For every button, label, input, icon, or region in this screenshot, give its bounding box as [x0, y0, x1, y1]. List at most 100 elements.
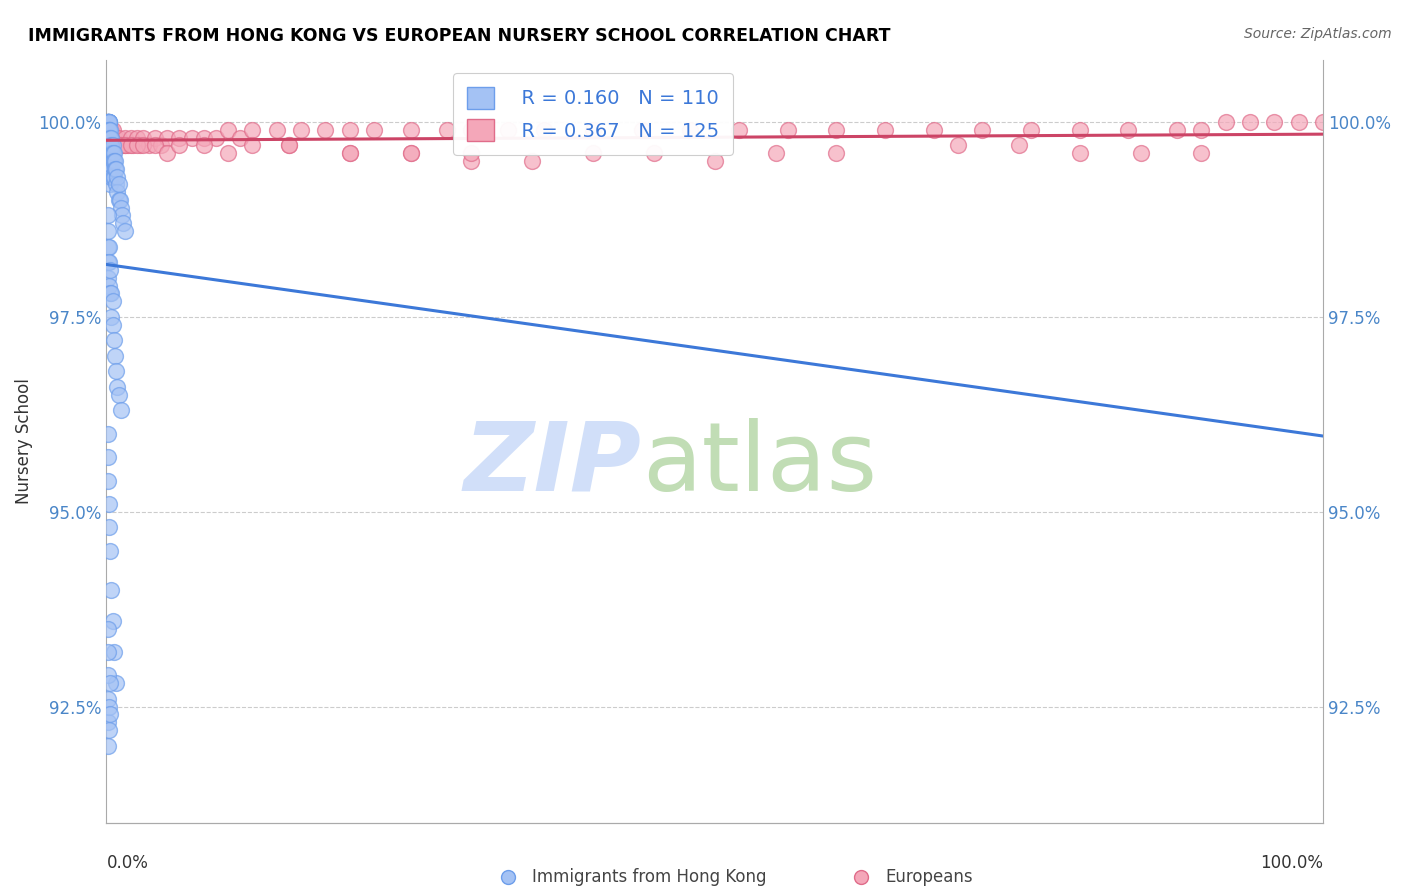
Point — [277, 138, 299, 153]
Point — [101, 614, 124, 628]
Point — [110, 138, 132, 153]
Point — [98, 178, 121, 192]
Point — [114, 138, 136, 153]
Point — [97, 115, 120, 129]
Point — [97, 122, 120, 136]
Point — [100, 169, 122, 184]
Point — [97, 209, 120, 223]
Point — [110, 403, 132, 417]
Point — [98, 122, 121, 136]
Point — [100, 130, 122, 145]
Point — [97, 240, 120, 254]
Point — [169, 138, 191, 153]
Point — [97, 138, 120, 153]
Point — [120, 138, 142, 153]
Point — [98, 122, 121, 136]
Point — [98, 130, 121, 145]
Point — [117, 138, 139, 153]
Point — [125, 130, 148, 145]
Point — [97, 122, 120, 136]
Y-axis label: Nursery School: Nursery School — [15, 378, 32, 505]
Point — [522, 153, 544, 168]
Point — [97, 699, 120, 714]
Point — [266, 122, 288, 136]
Point — [1191, 146, 1213, 161]
Point — [242, 122, 264, 136]
Point — [1312, 115, 1334, 129]
Point — [114, 138, 136, 153]
Text: Immigrants from Hong Kong: Immigrants from Hong Kong — [533, 868, 766, 886]
Point — [643, 146, 665, 161]
Point — [97, 224, 120, 238]
Point — [97, 115, 120, 129]
Point — [107, 388, 129, 402]
Point — [100, 138, 122, 153]
Point — [460, 122, 482, 136]
Point — [436, 122, 458, 136]
Point — [105, 138, 128, 153]
Point — [107, 138, 129, 153]
Point — [1166, 122, 1188, 136]
Point — [679, 122, 702, 136]
Point — [100, 286, 122, 301]
Point — [1239, 115, 1261, 129]
Point — [97, 138, 120, 153]
Point — [101, 169, 124, 184]
Point — [138, 138, 160, 153]
Point — [105, 185, 128, 199]
Point — [97, 115, 120, 129]
Point — [108, 193, 131, 207]
Point — [776, 122, 799, 136]
Point — [97, 115, 120, 129]
Point — [582, 146, 605, 161]
Point — [290, 122, 312, 136]
Point — [363, 122, 385, 136]
Point — [205, 130, 228, 145]
Point — [193, 130, 215, 145]
Point — [922, 122, 945, 136]
Point — [97, 122, 120, 136]
Point — [97, 715, 120, 730]
Point — [101, 130, 124, 145]
Point — [1069, 122, 1091, 136]
Point — [97, 130, 120, 145]
Point — [533, 122, 555, 136]
Point — [582, 122, 605, 136]
Point — [97, 161, 120, 176]
Point — [101, 122, 124, 136]
Point — [97, 474, 120, 488]
Point — [97, 130, 120, 145]
Point — [98, 122, 121, 136]
Point — [114, 224, 136, 238]
Point — [875, 122, 897, 136]
Point — [100, 122, 122, 136]
Point — [101, 138, 124, 153]
Point — [1129, 146, 1152, 161]
Point — [100, 130, 122, 145]
Point — [97, 122, 120, 136]
Point — [97, 130, 120, 145]
Point — [97, 130, 120, 145]
Point — [98, 138, 121, 153]
Point — [1263, 115, 1285, 129]
Point — [98, 138, 121, 153]
Point — [100, 130, 122, 145]
Point — [180, 130, 202, 145]
Point — [105, 130, 128, 145]
Point — [97, 622, 120, 636]
Point — [97, 146, 120, 161]
Point — [125, 138, 148, 153]
Point — [98, 707, 121, 722]
Point — [107, 178, 129, 192]
Point — [97, 270, 120, 285]
Point — [105, 380, 128, 394]
Text: 100.0%: 100.0% — [1260, 854, 1323, 872]
Point — [98, 161, 121, 176]
Point — [97, 122, 120, 136]
Point — [101, 153, 124, 168]
Point — [97, 115, 120, 129]
Point — [97, 122, 120, 136]
Point — [97, 115, 120, 129]
Point — [98, 146, 121, 161]
Point — [100, 138, 122, 153]
